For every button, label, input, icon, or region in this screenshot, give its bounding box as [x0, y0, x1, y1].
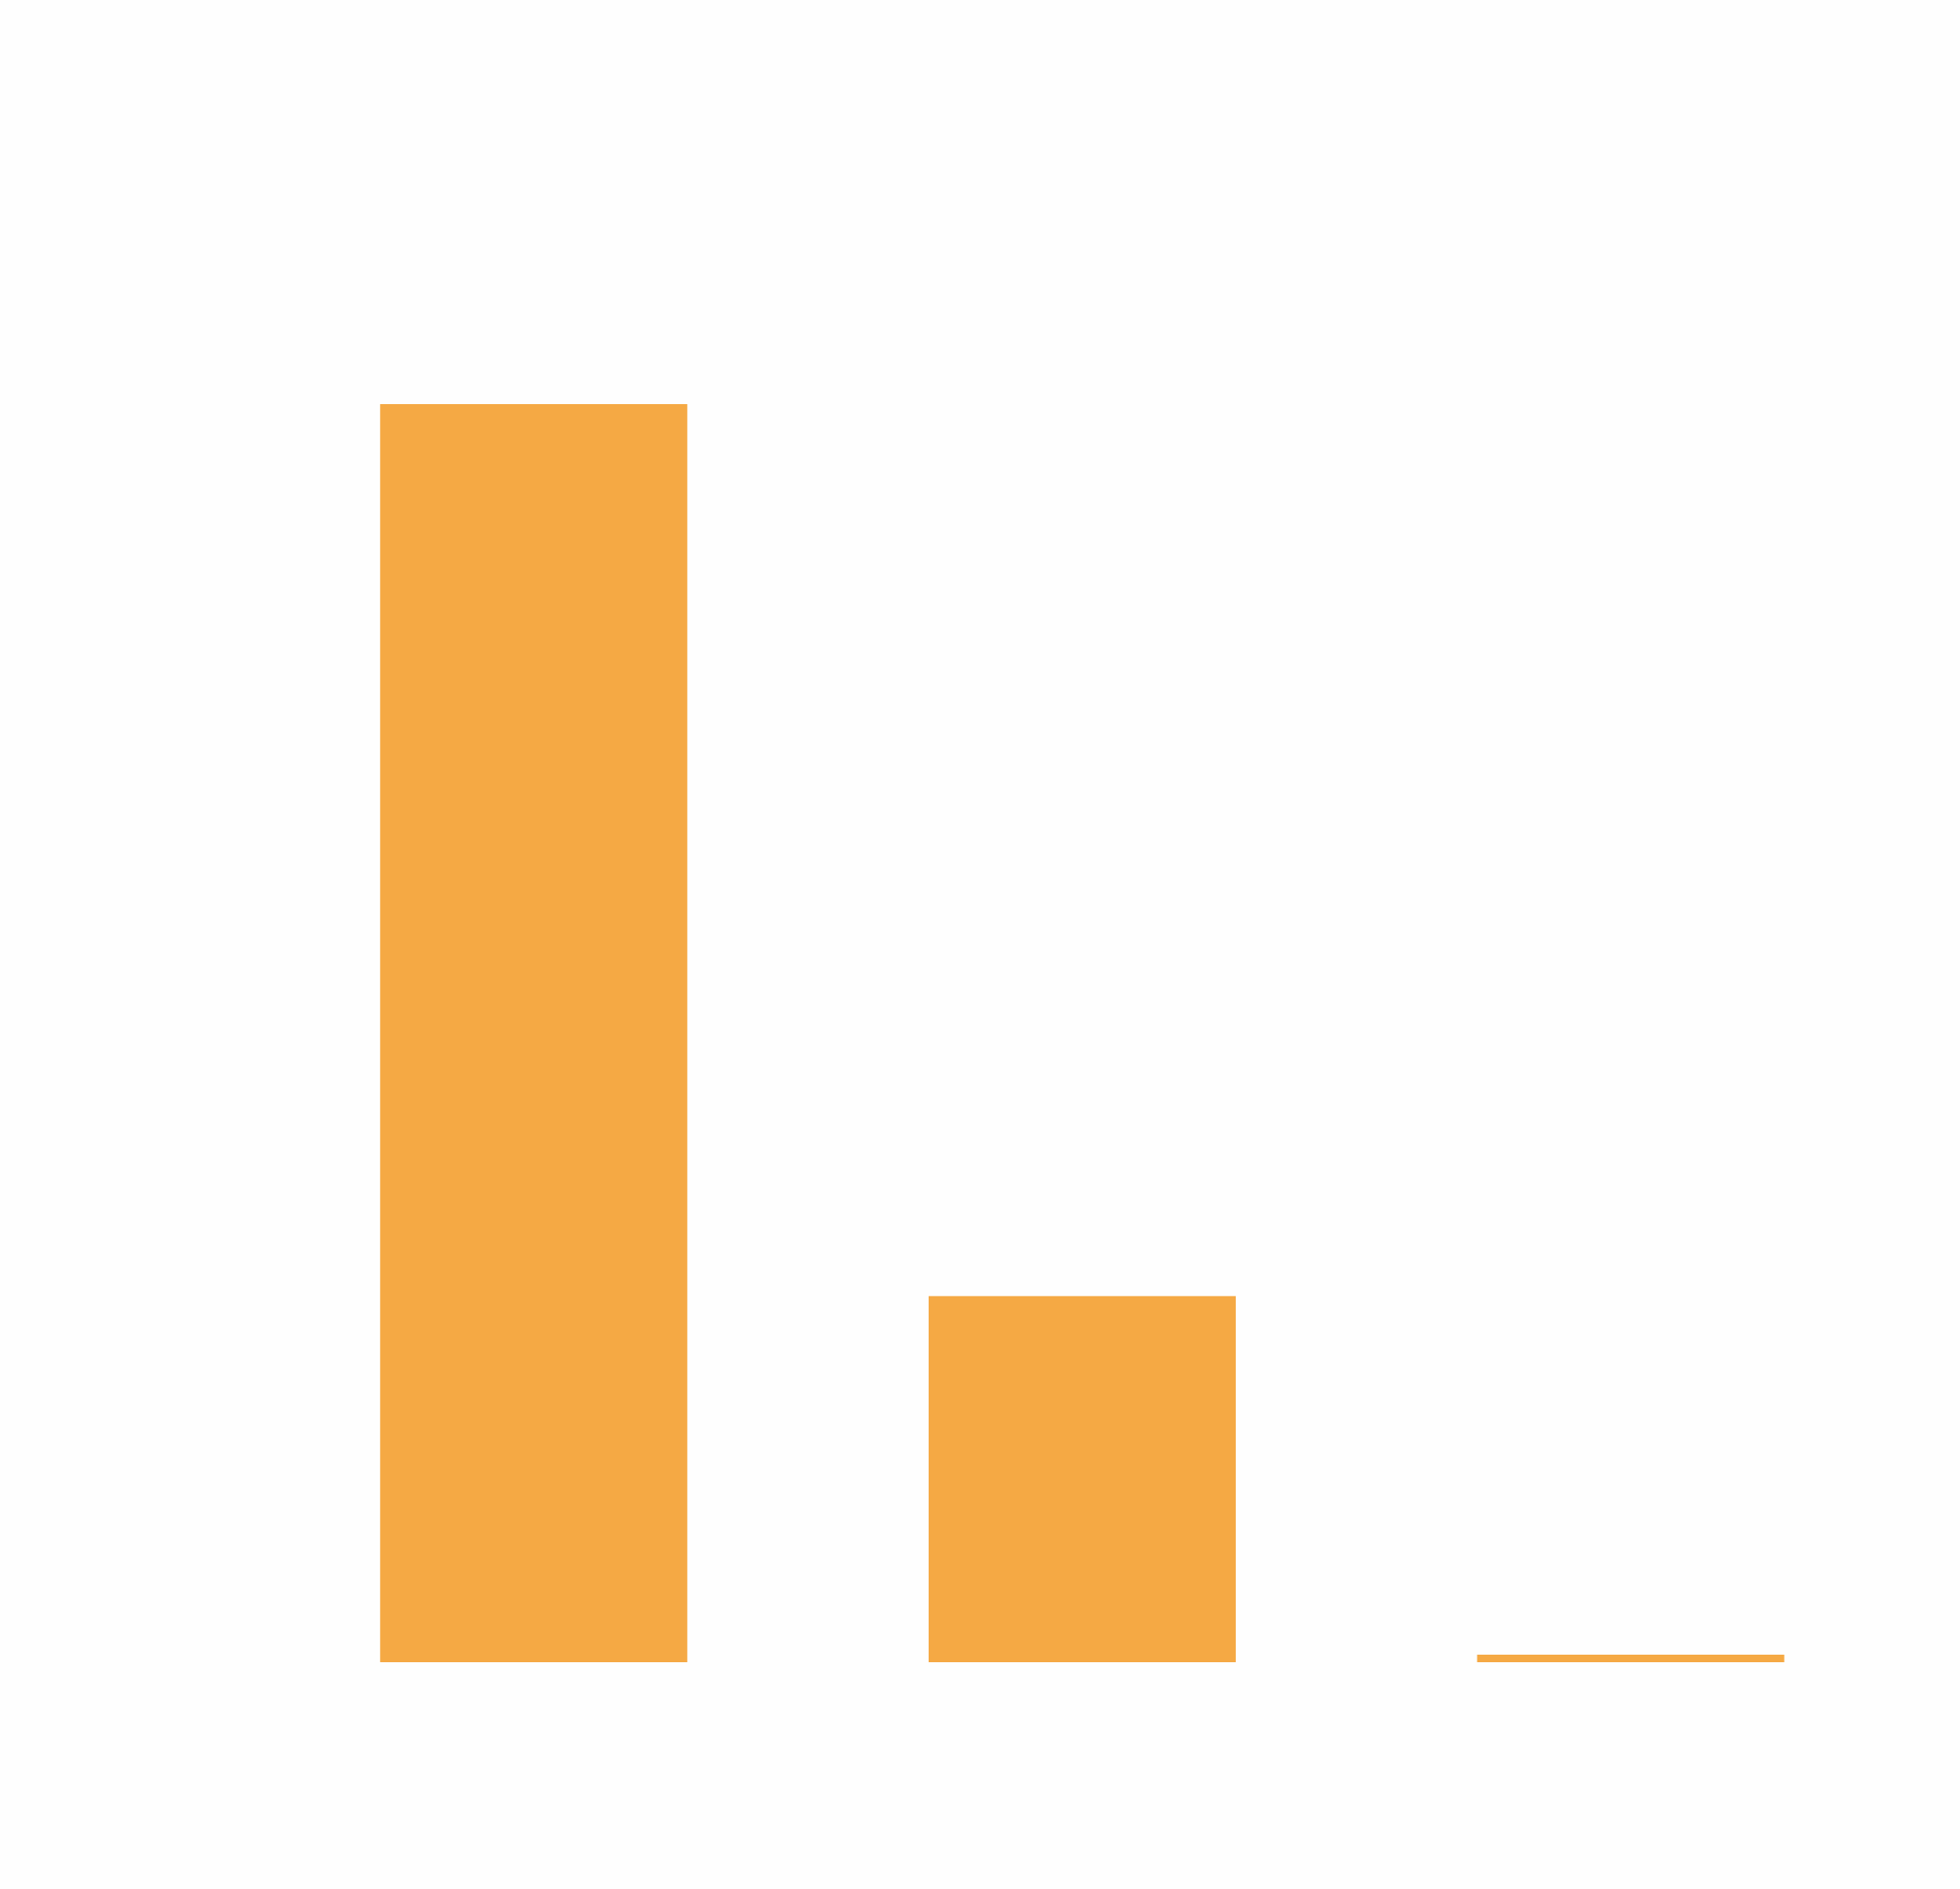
- bar: [1477, 1654, 1785, 1662]
- bar: [928, 1295, 1237, 1662]
- bar: [380, 404, 688, 1662]
